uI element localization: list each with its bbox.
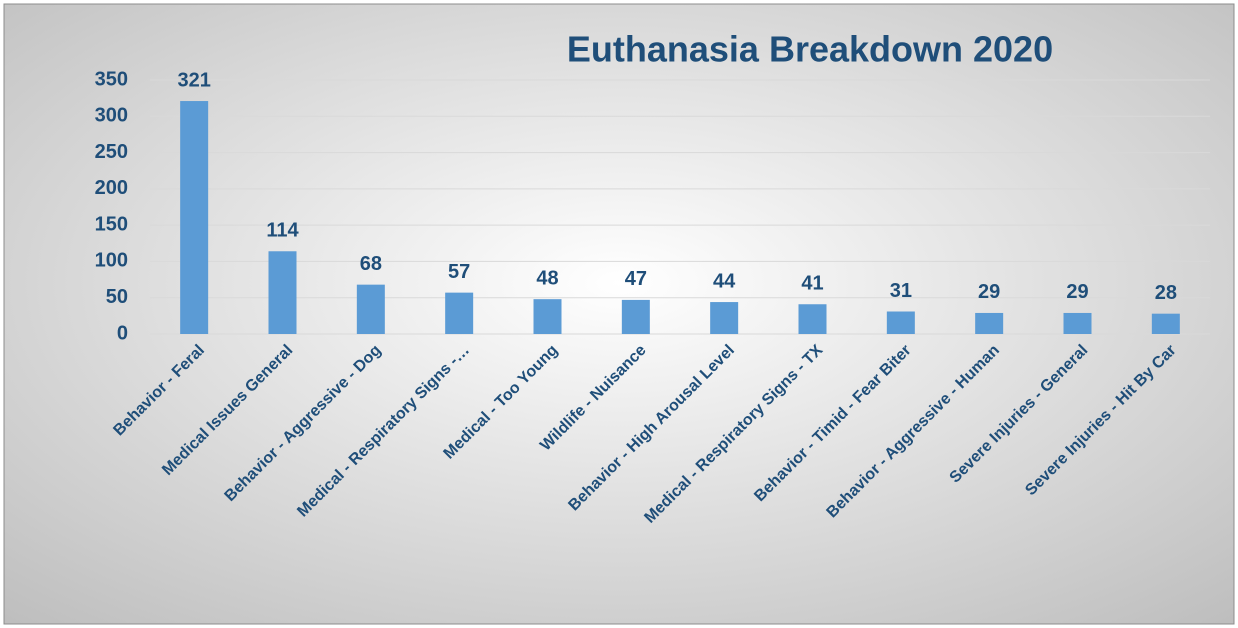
chart-title: Euthanasia Breakdown 2020	[567, 29, 1053, 70]
data-label: 41	[801, 273, 823, 295]
data-label: 47	[625, 268, 647, 290]
data-label: 29	[1066, 281, 1088, 303]
bar	[1063, 312, 1092, 334]
y-tick-label: 250	[95, 141, 128, 163]
y-tick-label: 200	[95, 177, 128, 199]
data-label: 28	[1155, 282, 1177, 304]
y-tick-label: 50	[106, 286, 128, 308]
bar	[886, 311, 915, 334]
data-label: 321	[177, 69, 210, 91]
data-label: 31	[890, 280, 912, 302]
bar	[533, 299, 562, 334]
data-label: 48	[536, 267, 558, 289]
bar	[356, 284, 385, 334]
y-tick-label: 150	[95, 213, 128, 235]
bar	[710, 302, 739, 334]
bar	[975, 312, 1004, 334]
data-label: 57	[448, 261, 470, 283]
bar	[1151, 313, 1180, 334]
y-tick-label: 0	[117, 322, 128, 344]
bar	[180, 101, 209, 334]
y-tick-label: 300	[95, 105, 128, 127]
data-label: 29	[978, 281, 1000, 303]
data-label: 114	[266, 220, 299, 242]
bar	[621, 299, 650, 334]
y-tick-label: 350	[95, 68, 128, 90]
data-label: 44	[713, 270, 736, 292]
data-label: 68	[360, 253, 382, 275]
bar	[268, 251, 297, 334]
bar	[445, 292, 474, 334]
chart-background	[3, 3, 1235, 625]
y-tick-label: 100	[95, 250, 128, 272]
bar	[798, 304, 827, 334]
